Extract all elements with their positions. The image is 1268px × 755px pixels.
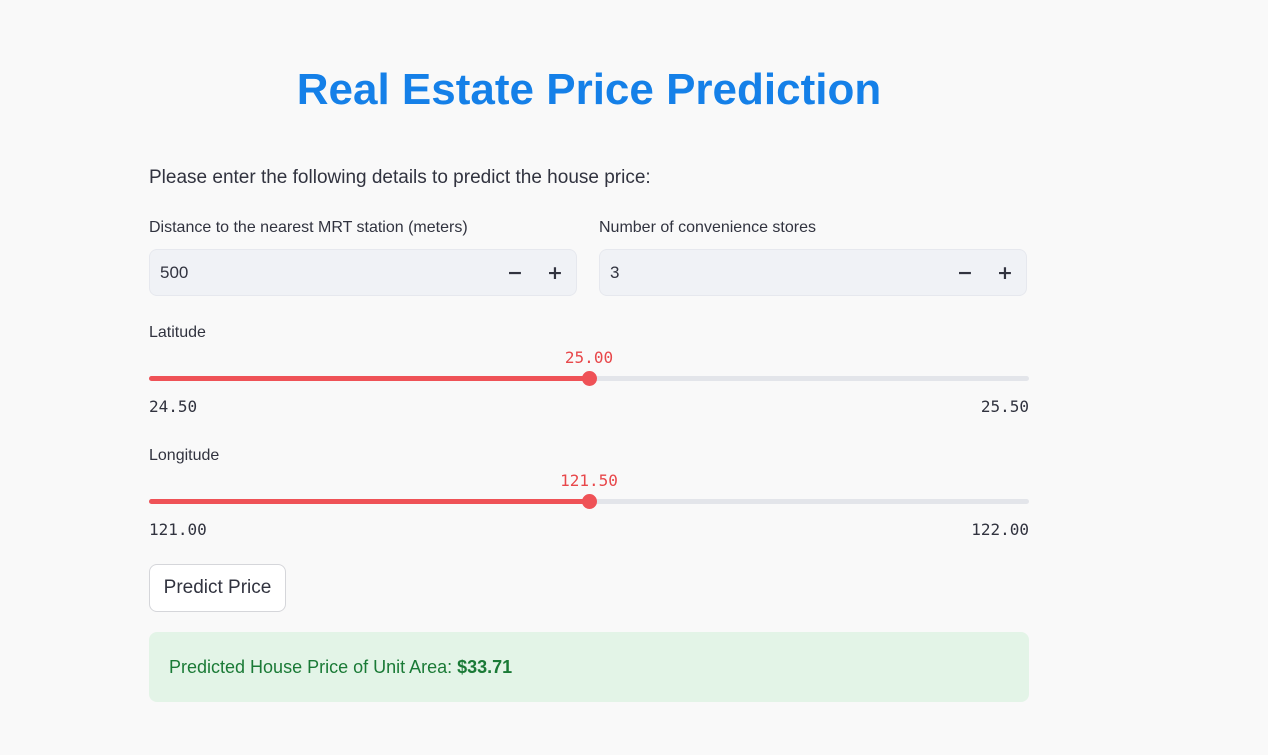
distance-input[interactable]: 500 − + <box>149 249 577 296</box>
distance-decrement-button[interactable]: − <box>507 262 523 284</box>
longitude-slider-fill <box>149 499 589 504</box>
stores-value[interactable]: 3 <box>610 263 620 282</box>
longitude-label: Longitude <box>149 447 220 464</box>
stores-label: Number of convenience stores <box>599 219 816 236</box>
latitude-slider-value: 25.00 <box>564 348 614 367</box>
latitude-label: Latitude <box>149 324 206 341</box>
stores-decrement-button[interactable]: − <box>957 262 973 284</box>
latitude-slider-fill <box>149 376 589 381</box>
stores-increment-button[interactable]: + <box>997 262 1013 284</box>
result-prefix: Predicted House Price of Unit Area: <box>169 657 458 677</box>
longitude-slider-thumb[interactable] <box>581 494 597 509</box>
latitude-min: 24.50 <box>149 397 198 416</box>
intro-text: Please enter the following details to pr… <box>149 167 651 188</box>
distance-label: Distance to the nearest MRT station (met… <box>149 219 468 236</box>
distance-value[interactable]: 500 <box>160 263 189 282</box>
longitude-slider-value: 121.50 <box>560 471 618 490</box>
latitude-slider[interactable] <box>149 371 1029 386</box>
longitude-slider[interactable] <box>149 494 1029 509</box>
stores-input[interactable]: 3 − + <box>599 249 1027 296</box>
page-title: Real Estate Price Prediction <box>296 65 882 114</box>
distance-increment-button[interactable]: + <box>547 262 563 284</box>
latitude-slider-thumb[interactable] <box>581 371 597 386</box>
longitude-min: 121.00 <box>149 520 207 539</box>
predict-price-button[interactable]: Predict Price <box>149 564 286 612</box>
prediction-result: Predicted House Price of Unit Area: $33.… <box>149 632 1029 702</box>
longitude-max: 122.00 <box>971 520 1029 539</box>
result-amount: $33.71 <box>457 657 513 677</box>
latitude-max: 25.50 <box>980 397 1029 416</box>
